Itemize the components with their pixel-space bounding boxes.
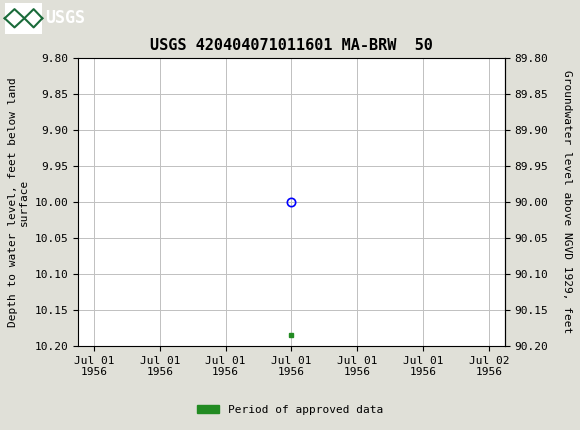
Y-axis label: Groundwater level above NGVD 1929, feet: Groundwater level above NGVD 1929, feet bbox=[562, 71, 572, 334]
Text: USGS: USGS bbox=[45, 9, 85, 27]
FancyBboxPatch shape bbox=[5, 3, 42, 34]
Legend: Period of approved data: Period of approved data bbox=[193, 400, 387, 419]
Title: USGS 420404071011601 MA-BRW  50: USGS 420404071011601 MA-BRW 50 bbox=[150, 38, 433, 53]
Y-axis label: Depth to water level, feet below land
surface: Depth to water level, feet below land su… bbox=[8, 77, 29, 327]
